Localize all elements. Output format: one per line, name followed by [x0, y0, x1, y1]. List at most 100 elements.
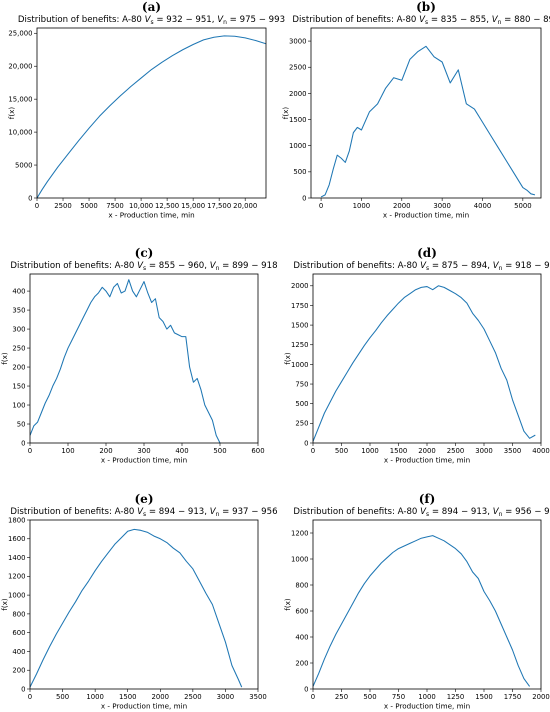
- x-tick-label: 7500: [106, 202, 124, 210]
- y-tick-label: 1000: [291, 555, 309, 563]
- y-tick-label: 600: [295, 607, 308, 615]
- x-tick-label: 1000: [418, 693, 436, 701]
- y-tick-label: 200: [295, 659, 308, 667]
- y-tick-label: 25,000: [8, 30, 32, 38]
- x-tick-label: 3500: [249, 693, 267, 701]
- panel-1: (b)Distribution of benefits: A-80 Vs = 8…: [281, 0, 550, 220]
- x-tick-label: 4000: [532, 447, 550, 455]
- series-line: [313, 285, 536, 442]
- y-tick-label: 1500: [289, 116, 307, 124]
- y-tick-label: 1200: [8, 573, 26, 581]
- y-tick-label: 250: [295, 420, 308, 428]
- y-tick-label: 2000: [289, 90, 307, 98]
- y-axis-label: f(x): [283, 598, 292, 611]
- x-tick-label: 2500: [184, 693, 202, 701]
- series-line: [37, 35, 266, 198]
- y-tick-label: 1000: [289, 142, 307, 150]
- x-axis-label: x - Production time, min: [108, 211, 194, 220]
- y-tick-label: 1750: [291, 302, 309, 310]
- x-axis-label: x - Production time, min: [383, 211, 469, 220]
- y-tick-label: 400: [295, 633, 308, 641]
- panel-letter: (c): [135, 246, 154, 260]
- y-tick-label: 0: [28, 194, 32, 202]
- chart-title: Distribution of benefits: A-80 Vs = 855 …: [10, 261, 277, 272]
- x-tick-label: 1750: [504, 693, 522, 701]
- x-tick-label: 2500: [54, 202, 72, 210]
- x-tick-label: 15,000: [181, 202, 205, 210]
- y-tick-label: 350: [12, 306, 25, 314]
- panel-letter: (f): [419, 492, 436, 506]
- y-tick-label: 800: [295, 581, 308, 589]
- y-tick-label: 1000: [291, 361, 309, 369]
- x-tick-label: 1000: [361, 447, 379, 455]
- y-tick-label: 1800: [8, 516, 26, 524]
- y-tick-label: 100: [12, 401, 25, 409]
- y-axis-label: f(x): [0, 352, 9, 365]
- plot-frame: [29, 519, 259, 690]
- series-line: [30, 279, 221, 443]
- y-axis-label: f(x): [0, 598, 9, 611]
- x-tick-label: 1000: [353, 202, 371, 210]
- x-tick-label: 17,500: [207, 202, 231, 210]
- y-tick-label: 3000: [289, 37, 307, 45]
- chart-title: Distribution of benefits: A-80 Vs = 875 …: [293, 261, 550, 272]
- y-tick-label: 500: [295, 400, 308, 408]
- x-tick-label: 750: [392, 693, 405, 701]
- series-line: [313, 535, 531, 687]
- x-tick-label: 600: [251, 447, 264, 455]
- x-tick-label: 2000: [532, 693, 550, 701]
- y-tick-label: 0: [304, 439, 308, 447]
- y-tick-label: 200: [12, 363, 25, 371]
- x-tick-label: 1500: [475, 693, 493, 701]
- x-tick-label: 0: [28, 693, 32, 701]
- y-axis-label: f(x): [281, 107, 290, 120]
- x-tick-label: 500: [335, 447, 348, 455]
- y-tick-label: 600: [12, 629, 25, 637]
- y-tick-label: 250: [12, 344, 25, 352]
- series-line: [30, 528, 243, 688]
- y-tick-label: 1600: [8, 535, 26, 543]
- x-tick-label: 1500: [390, 447, 408, 455]
- x-tick-label: 200: [99, 447, 112, 455]
- x-tick-label: 10,000: [129, 202, 153, 210]
- panel-letter: (b): [416, 0, 436, 14]
- y-tick-label: 150: [12, 382, 25, 390]
- x-tick-label: 20,000: [233, 202, 257, 210]
- y-tick-label: 2000: [291, 282, 309, 290]
- x-axis-label: x - Production time, min: [101, 702, 187, 711]
- x-tick-label: 500: [213, 447, 226, 455]
- x-tick-label: 4000: [474, 202, 492, 210]
- plot-frame: [310, 27, 542, 199]
- x-tick-label: 5000: [514, 202, 532, 210]
- x-tick-label: 0: [311, 693, 315, 701]
- y-tick-label: 400: [12, 648, 25, 656]
- y-tick-label: 1250: [291, 341, 309, 349]
- x-tick-label: 2000: [152, 693, 170, 701]
- x-axis-label: x - Production time, min: [384, 456, 470, 465]
- y-tick-label: 1000: [8, 592, 26, 600]
- plot-frame: [312, 273, 542, 444]
- y-tick-label: 200: [12, 667, 25, 675]
- y-tick-label: 0: [304, 685, 308, 693]
- y-tick-label: 1500: [291, 321, 309, 329]
- x-tick-label: 1000: [86, 693, 104, 701]
- panel-3: (d)Distribution of benefits: A-80 Vs = 8…: [283, 246, 550, 465]
- x-tick-label: 2000: [393, 202, 411, 210]
- y-tick-label: 1200: [291, 529, 309, 537]
- y-tick-label: 2500: [289, 64, 307, 72]
- y-axis-label: f(x): [283, 352, 292, 365]
- panel-5: (f)Distribution of benefits: A-80 Vs = 8…: [283, 492, 550, 711]
- y-tick-label: 800: [12, 610, 25, 618]
- series-line: [320, 45, 536, 198]
- y-tick-label: 750: [295, 380, 308, 388]
- y-tick-label: 50: [17, 420, 26, 428]
- x-axis-label: x - Production time, min: [101, 456, 187, 465]
- x-tick-label: 3000: [217, 693, 235, 701]
- panel-letter: (a): [142, 0, 161, 14]
- y-axis-label: f(x): [7, 107, 16, 120]
- y-tick-label: 300: [12, 325, 25, 333]
- plot-frame: [36, 27, 267, 199]
- x-tick-label: 250: [335, 693, 348, 701]
- chart-title: Distribution of benefits: A-80 Vs = 894 …: [10, 507, 277, 518]
- chart-title: Distribution of benefits: A-80 Vs = 894 …: [293, 507, 550, 518]
